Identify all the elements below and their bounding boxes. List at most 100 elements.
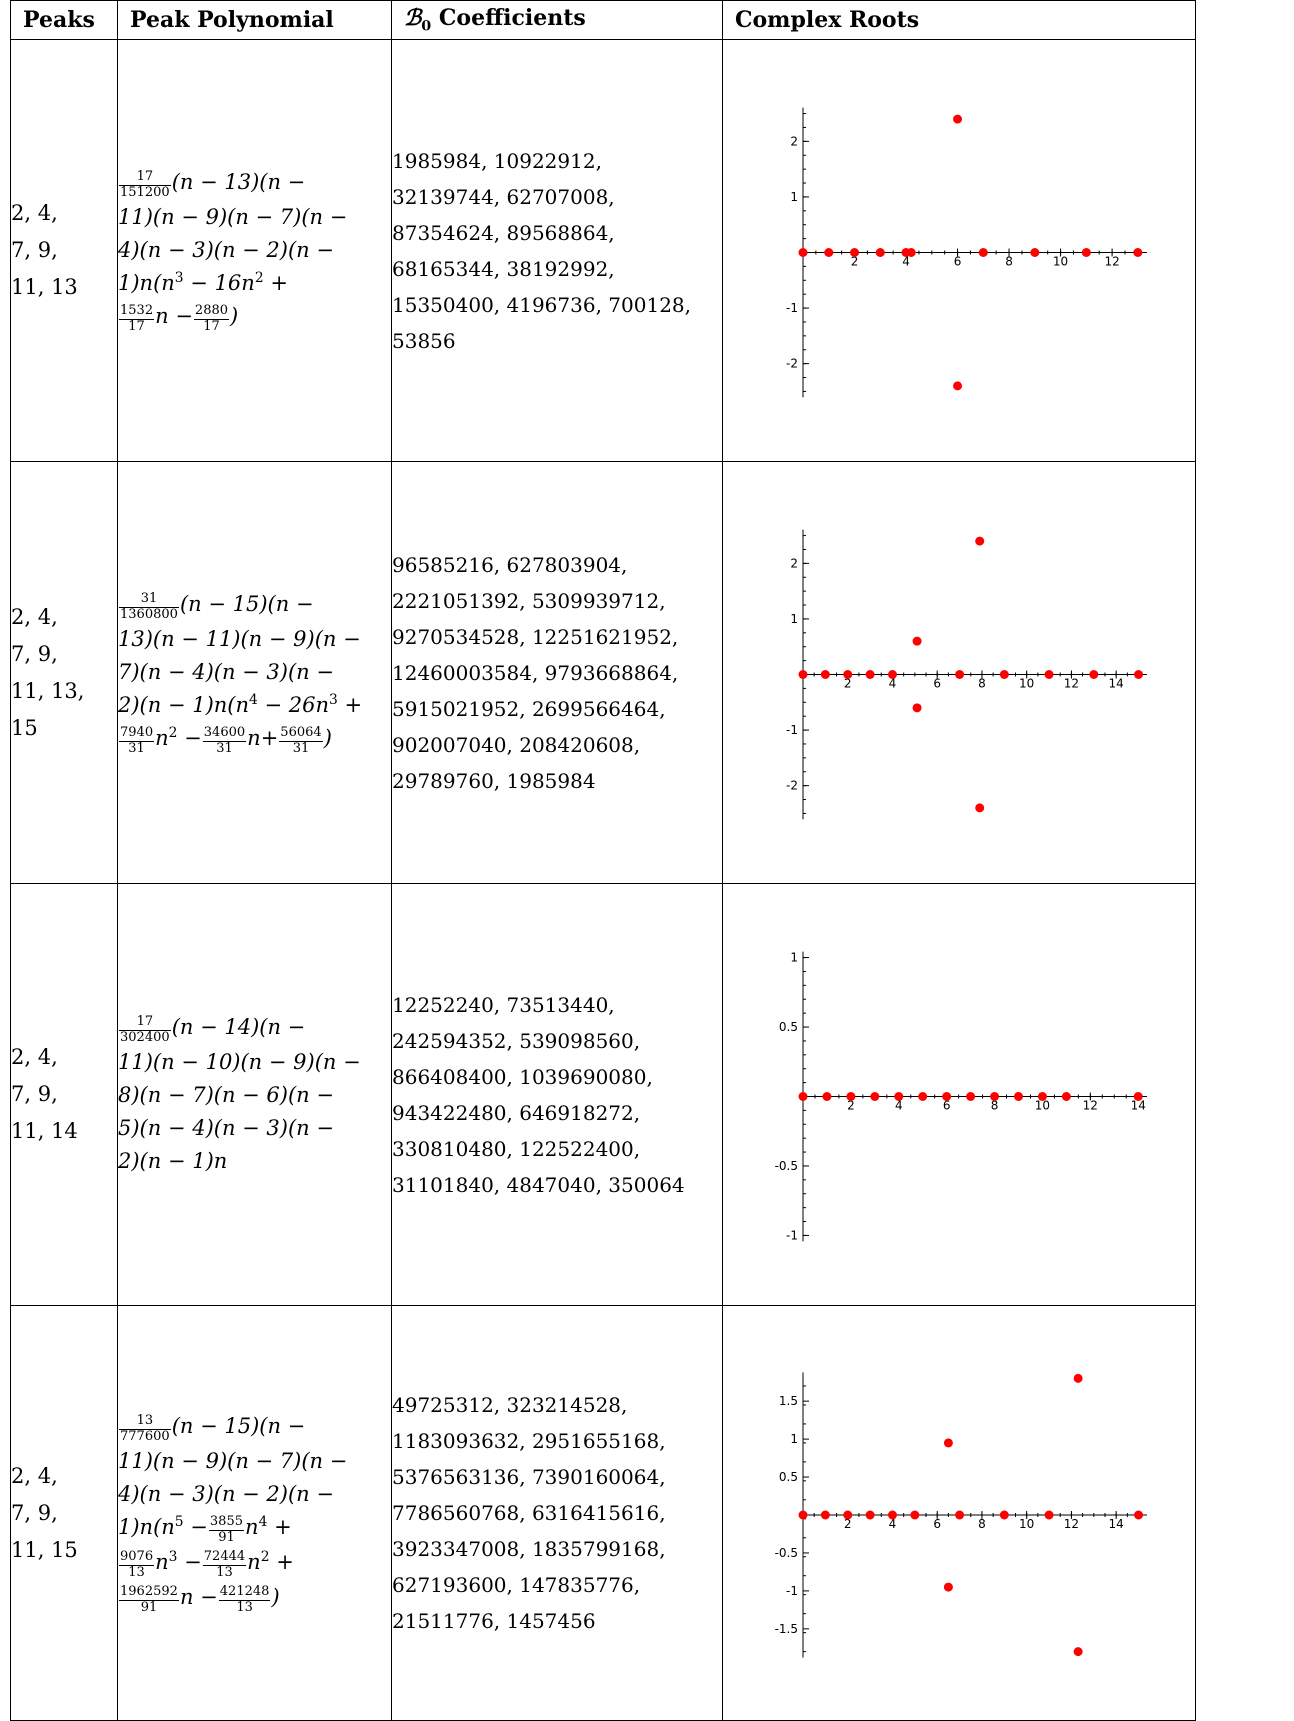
root-point [1037,1092,1047,1101]
y-tick-label: 1 [790,951,798,965]
x-tick-label: 2 [847,1099,855,1113]
root-point [798,670,808,679]
complex-roots-plot: 2 4 6 8 10 12 2 1 -1 -2 [786,107,1147,398]
x-tick-label: 4 [902,255,910,269]
b0-symbol: ℬ0 [404,5,432,35]
x-tick-label: 10 [1035,1099,1050,1113]
root-point [1133,1092,1143,1101]
header-complex-roots: Complex Roots [722,0,1196,40]
root-point [1030,248,1040,257]
root-point [850,248,860,257]
complex-roots-plot: 2 4 6 8 10 12 14 2 1 -1 -2 [786,529,1147,820]
root-point [820,1510,830,1520]
y-tick-label: -1 [786,301,798,315]
y-tick-label: 1 [790,1432,798,1446]
root-point [1073,1373,1083,1383]
peaks-cell: 2, 4, 7, 9, 11, 13, 15 [10,461,118,884]
y-tick-label: -2 [786,357,798,371]
y-tick-label: -2 [786,779,798,793]
complex-roots-plot: 2 4 6 8 10 12 14 1 0.5 -0.5 -1 [775,951,1147,1242]
root-point [843,670,853,679]
root-point [953,381,963,391]
roots-plot-cell: 2 4 6 8 10 12 14 1 0.5 -0.5 -1 [722,883,1196,1306]
root-point [955,1510,965,1520]
root-point [912,703,922,713]
x-tick-label: 14 [1109,1517,1124,1531]
x-tick-label: 8 [991,1099,999,1113]
coefficients-cell: 49725312, 323214528, 1183093632, 29516551… [391,1305,723,1721]
x-tick-label: 2 [844,677,852,691]
x-tick-label: 12 [1064,1517,1079,1531]
y-tick-label: -1.5 [775,1622,798,1636]
root-point [943,1582,953,1592]
x-tick-label: 6 [933,677,941,691]
header-row: Peaks Peak Polynomial ℬ0 Coefficients Co… [10,0,1196,40]
root-point [1134,1510,1144,1520]
root-point [822,1092,832,1101]
plot-axes: 2 4 6 8 10 12 2 1 -1 -2 [786,107,1147,398]
x-tick-label: 10 [1019,1517,1034,1531]
y-tick-label: -1 [786,723,798,737]
fraction: 17 151200 [119,169,171,201]
polynomial-cell: 17 302400 (n − 14)(n − 11)(n − 10)(n − 9)(… [117,883,392,1306]
root-point [870,1092,880,1101]
root-point [999,1510,1009,1520]
root-point [865,670,875,679]
root-point [999,670,1009,679]
x-tick-label: 14 [1109,677,1124,691]
roots-plot-cell: 2 4 6 8 10 12 14 1.5 1 0.5 -0.5 -1 -1.5 [722,1305,1196,1721]
root-point [918,1092,928,1101]
polynomial-cell: 31 1360800 (n − 15)(n − 13)(n − 11)(n − 9)… [117,461,392,884]
root-point [942,1092,952,1101]
root-point [906,248,916,257]
y-tick-label: 0.5 [779,1470,798,1484]
root-point [978,248,988,257]
y-tick-label: 0.5 [779,1020,798,1034]
root-point [975,803,985,813]
roots-plot-cell: 2 4 6 8 10 12 2 1 -1 -2 [722,39,1196,462]
y-tick-label: -1 [786,1584,798,1598]
root-point [1044,1510,1054,1520]
complex-roots-plot: 2 4 6 8 10 12 14 1.5 1 0.5 -0.5 -1 -1.5 [775,1372,1147,1658]
polynomial-cell: 17 151200 (n − 13)(n − 11)(n − 9)(n − 7)(n… [117,39,392,462]
y-tick-label: 2 [790,556,798,570]
y-tick-label: 1 [790,612,798,626]
table-row: 2, 4, 7, 9, 11, 13 17 151200 (n − 13)(n − 11… [10,39,1196,462]
y-tick-label: 1.5 [779,1394,798,1408]
root-point [953,114,963,124]
x-tick-label: 2 [851,255,859,269]
root-point [1073,1647,1083,1657]
x-tick-label: 14 [1131,1099,1146,1113]
root-point [887,670,897,679]
x-tick-label: 4 [889,677,897,691]
polynomial-cell: 13 777600 (n − 15)(n − 11)(n − 9)(n − 7)(n… [117,1305,392,1721]
root-point [1044,670,1054,679]
root-point [865,1510,875,1520]
root-point [798,1092,808,1101]
x-tick-label: 6 [954,255,962,269]
root-point [910,1510,920,1520]
peaks-cell: 2, 4, 7, 9, 11, 13 [10,39,118,462]
root-point [798,248,808,257]
table-row: 2, 4, 7, 9, 11, 13, 15 31 1360800 (n − 15)(n … [10,461,1196,884]
x-tick-label: 4 [889,1517,897,1531]
x-tick-label: 8 [1005,255,1013,269]
x-tick-label: 12 [1083,1099,1098,1113]
x-tick-label: 10 [1019,677,1034,691]
roots-plot-cell: 2 4 6 8 10 12 14 2 1 -1 -2 [722,461,1196,884]
root-point [1081,248,1091,257]
root-point [1134,670,1144,679]
x-tick-label: 2 [844,1517,852,1531]
y-tick-label: -0.5 [775,1159,798,1173]
root-point [875,248,885,257]
coefficients-cell: 96585216, 627803904, 2221051392, 53099397… [391,461,723,884]
x-tick-label: 12 [1104,255,1119,269]
x-tick-label: 12 [1064,677,1079,691]
y-tick-label: 1 [790,190,798,204]
x-tick-label: 6 [943,1099,951,1113]
coefficients-cell: 12252240, 73513440, 242594352, 539098560,… [391,883,723,1306]
root-point [846,1092,856,1101]
y-tick-label: -1 [786,1228,798,1242]
root-point [843,1510,853,1520]
x-tick-label: 4 [895,1099,903,1113]
